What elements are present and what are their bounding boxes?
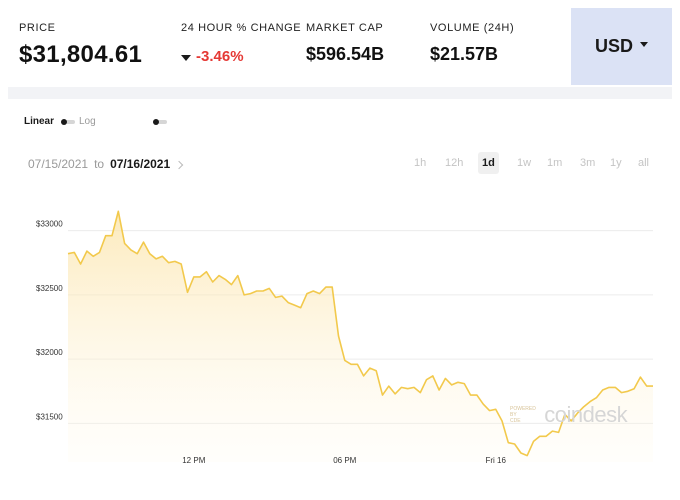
watermark-brand: coindesk [544, 402, 628, 427]
watermark-powered-by: POWERED BY CDE [510, 406, 536, 424]
tab-period-12h[interactable]: 12h [441, 152, 467, 174]
tab-period-all[interactable]: all [634, 152, 653, 174]
stats-header: PRICE $31,804.61 24 HOUR % CHANGE -3.46%… [0, 0, 680, 96]
volume-value: $21.57B [430, 44, 499, 64]
change-label: 24 HOUR % CHANGE [181, 22, 302, 34]
market-cap-label: MARKET CAP [306, 22, 384, 34]
watermark-line: CDE [510, 418, 521, 424]
tab-period-1h[interactable]: 1h [410, 152, 430, 174]
currency-label: USD [594, 36, 633, 56]
y-tick-label: $31500 [36, 412, 63, 421]
switch-knob [60, 118, 67, 125]
linear-scale-toggle[interactable]: Linear [24, 116, 75, 127]
caret-down-icon [181, 54, 191, 61]
tab-period-1m[interactable]: 1m [543, 152, 566, 174]
period-tabs: 1h 12h 1d 1w 1m 3m 1y all [0, 152, 680, 174]
currency-selector-button[interactable]: USD [571, 8, 672, 85]
y-tick-label: $32500 [36, 284, 63, 293]
price-chart[interactable]: $33000 $32500 $32000 $31500 12 PM 06 PM Fri 16 [0, 180, 680, 480]
tab-period-3m[interactable]: 3m [576, 152, 599, 174]
log-label: Log [79, 116, 96, 127]
tab-period-1d[interactable]: 1d [478, 152, 499, 174]
date-range[interactable]: 07/15/2021 to 07/16/2021 [28, 157, 184, 171]
price-area [68, 211, 653, 462]
date-from[interactable]: 07/15/2021 [28, 157, 89, 171]
x-tick-label: 06 PM [333, 456, 356, 465]
tab-period-1y[interactable]: 1y [606, 152, 626, 174]
chevron-down-icon [640, 42, 648, 47]
date-separator: to [94, 157, 105, 171]
linear-label: Linear [24, 116, 55, 127]
market-cap-value: $596.54B [306, 44, 385, 64]
price-value: $31,804.61 [19, 41, 143, 68]
log-switch[interactable] [153, 118, 168, 125]
price-label: PRICE [19, 22, 56, 34]
change-indicator: -3.46% [181, 48, 244, 65]
y-tick-label: $32000 [36, 348, 63, 357]
section-divider [8, 87, 672, 99]
watermark-line: BY [510, 412, 517, 418]
linear-switch[interactable] [60, 118, 75, 125]
x-tick-label: 12 PM [182, 456, 205, 465]
volume-label: VOLUME (24H) [430, 22, 515, 34]
switch-knob [153, 118, 160, 125]
price-line [67, 210, 653, 457]
x-tick-label: Fri 16 [486, 456, 507, 465]
date-to[interactable]: 07/16/2021 [110, 157, 171, 171]
log-scale-toggle[interactable]: Log [79, 116, 168, 127]
watermark-line: POWERED [510, 406, 536, 412]
tab-period-1w[interactable]: 1w [513, 152, 535, 174]
change-value: -3.46% [196, 48, 244, 65]
coindesk-watermark: POWERED BY CDE coindesk [510, 402, 628, 428]
y-tick-label: $33000 [36, 220, 63, 229]
